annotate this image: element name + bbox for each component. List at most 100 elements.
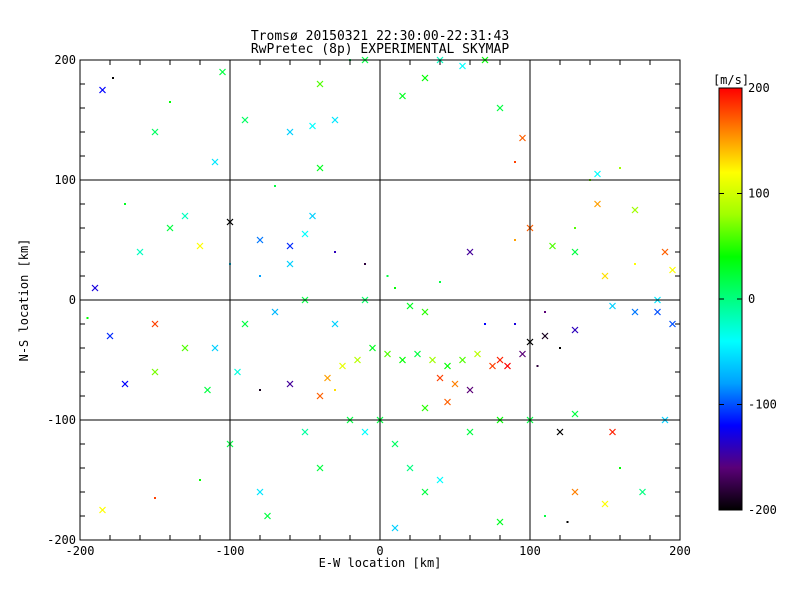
data-point-cross bbox=[541, 332, 549, 340]
data-point-cross bbox=[549, 242, 556, 250]
data-point-cross bbox=[256, 488, 264, 496]
scatter-points bbox=[86, 56, 676, 532]
data-point-cross bbox=[571, 488, 579, 496]
x-axis-label: E-W location [km] bbox=[319, 556, 442, 570]
data-point-cross bbox=[609, 428, 616, 436]
data-point-dot bbox=[154, 497, 156, 499]
data-point-dot bbox=[574, 227, 576, 229]
data-point-cross bbox=[496, 356, 504, 364]
data-point-cross bbox=[631, 206, 639, 214]
data-point-cross bbox=[436, 374, 444, 382]
data-point-cross bbox=[354, 356, 361, 364]
data-point-dot bbox=[536, 365, 539, 367]
data-point-cross bbox=[151, 368, 159, 376]
data-point-cross bbox=[301, 230, 309, 238]
data-point-dot bbox=[634, 263, 636, 265]
data-point-cross bbox=[669, 266, 676, 274]
y-axis-ticks: -200 -100 0 100 200 bbox=[47, 53, 680, 547]
data-point-cross bbox=[421, 404, 429, 412]
data-point-cross bbox=[391, 440, 399, 448]
data-point-cross bbox=[654, 308, 661, 316]
data-point-cross bbox=[151, 128, 159, 136]
colorbar: [m/s] 200 100 0 -100 -200 bbox=[713, 73, 777, 517]
data-point-cross bbox=[309, 122, 316, 130]
data-point-cross bbox=[639, 488, 646, 496]
colorbar-tick-label: -100 bbox=[748, 398, 777, 412]
data-point-cross bbox=[406, 302, 414, 310]
y-tick-label: 100 bbox=[54, 173, 76, 187]
data-point-cross bbox=[414, 350, 421, 358]
data-point-cross bbox=[316, 80, 324, 88]
colorbar-tick-label: -200 bbox=[748, 503, 777, 517]
data-point-cross bbox=[286, 128, 294, 136]
data-point-cross bbox=[211, 344, 219, 352]
y-tick-label: 200 bbox=[54, 53, 76, 67]
data-point-cross bbox=[631, 308, 639, 316]
data-point-cross bbox=[436, 476, 444, 484]
data-point-cross bbox=[309, 212, 316, 220]
data-point-dot bbox=[439, 281, 441, 283]
data-point-cross bbox=[256, 236, 264, 244]
data-point-cross bbox=[204, 386, 211, 394]
x-tick-label: 100 bbox=[519, 544, 541, 558]
data-point-cross bbox=[369, 344, 376, 352]
data-point-cross bbox=[106, 332, 114, 340]
data-point-cross bbox=[466, 386, 474, 394]
data-point-cross bbox=[504, 362, 511, 370]
x-tick-label: 0 bbox=[376, 544, 383, 558]
x-tick-label: -100 bbox=[216, 544, 245, 558]
colorbar-tick-label: 200 bbox=[748, 81, 770, 95]
data-point-cross bbox=[316, 464, 324, 472]
data-point-dot bbox=[169, 101, 171, 103]
chart-title: Tromsø 20150321 22:30:00-22:31:43 bbox=[251, 29, 509, 44]
data-point-dot bbox=[514, 323, 516, 325]
data-point-cross bbox=[571, 248, 579, 256]
grid-lines bbox=[80, 60, 680, 540]
data-point-cross bbox=[151, 320, 159, 328]
data-point-cross bbox=[399, 356, 406, 364]
data-point-cross bbox=[601, 272, 609, 280]
data-point-dot bbox=[259, 389, 261, 391]
data-point-cross bbox=[444, 362, 451, 370]
data-point-cross bbox=[271, 308, 279, 316]
data-point-cross bbox=[571, 410, 579, 418]
data-point-cross bbox=[609, 302, 616, 310]
data-point-dot bbox=[124, 203, 126, 205]
data-point-cross bbox=[459, 356, 466, 364]
data-point-cross bbox=[594, 170, 601, 178]
data-point-cross bbox=[331, 116, 339, 124]
data-point-cross bbox=[324, 374, 331, 382]
data-point-cross bbox=[241, 116, 249, 124]
data-point-dot bbox=[619, 467, 621, 469]
data-point-cross bbox=[496, 518, 504, 526]
data-point-cross bbox=[466, 248, 474, 256]
data-point-cross bbox=[91, 284, 99, 292]
data-point-cross bbox=[286, 242, 294, 250]
data-point-cross bbox=[399, 92, 406, 100]
data-point-cross bbox=[496, 104, 504, 112]
data-point-dot bbox=[334, 389, 336, 391]
data-point-dot bbox=[514, 239, 516, 241]
data-point-cross bbox=[181, 212, 189, 220]
data-point-cross bbox=[264, 512, 271, 520]
data-point-cross bbox=[421, 74, 429, 82]
y-tick-label: -100 bbox=[47, 413, 76, 427]
data-point-cross bbox=[339, 362, 346, 370]
data-point-dot bbox=[484, 323, 486, 325]
data-point-cross bbox=[556, 428, 564, 436]
data-point-cross bbox=[196, 242, 204, 250]
data-point-dot bbox=[334, 251, 336, 253]
data-point-cross bbox=[316, 164, 324, 172]
data-point-cross bbox=[489, 362, 496, 370]
data-point-cross bbox=[241, 320, 249, 328]
data-point-cross bbox=[181, 344, 189, 352]
data-point-cross bbox=[99, 506, 106, 514]
data-point-cross bbox=[474, 350, 481, 358]
data-point-cross bbox=[459, 62, 466, 70]
colorbar-label: [m/s] bbox=[713, 73, 749, 87]
data-point-dot bbox=[259, 275, 261, 277]
data-point-cross bbox=[421, 488, 429, 496]
data-point-cross bbox=[429, 356, 436, 364]
data-point-cross bbox=[466, 428, 474, 436]
data-point-cross bbox=[316, 392, 324, 400]
